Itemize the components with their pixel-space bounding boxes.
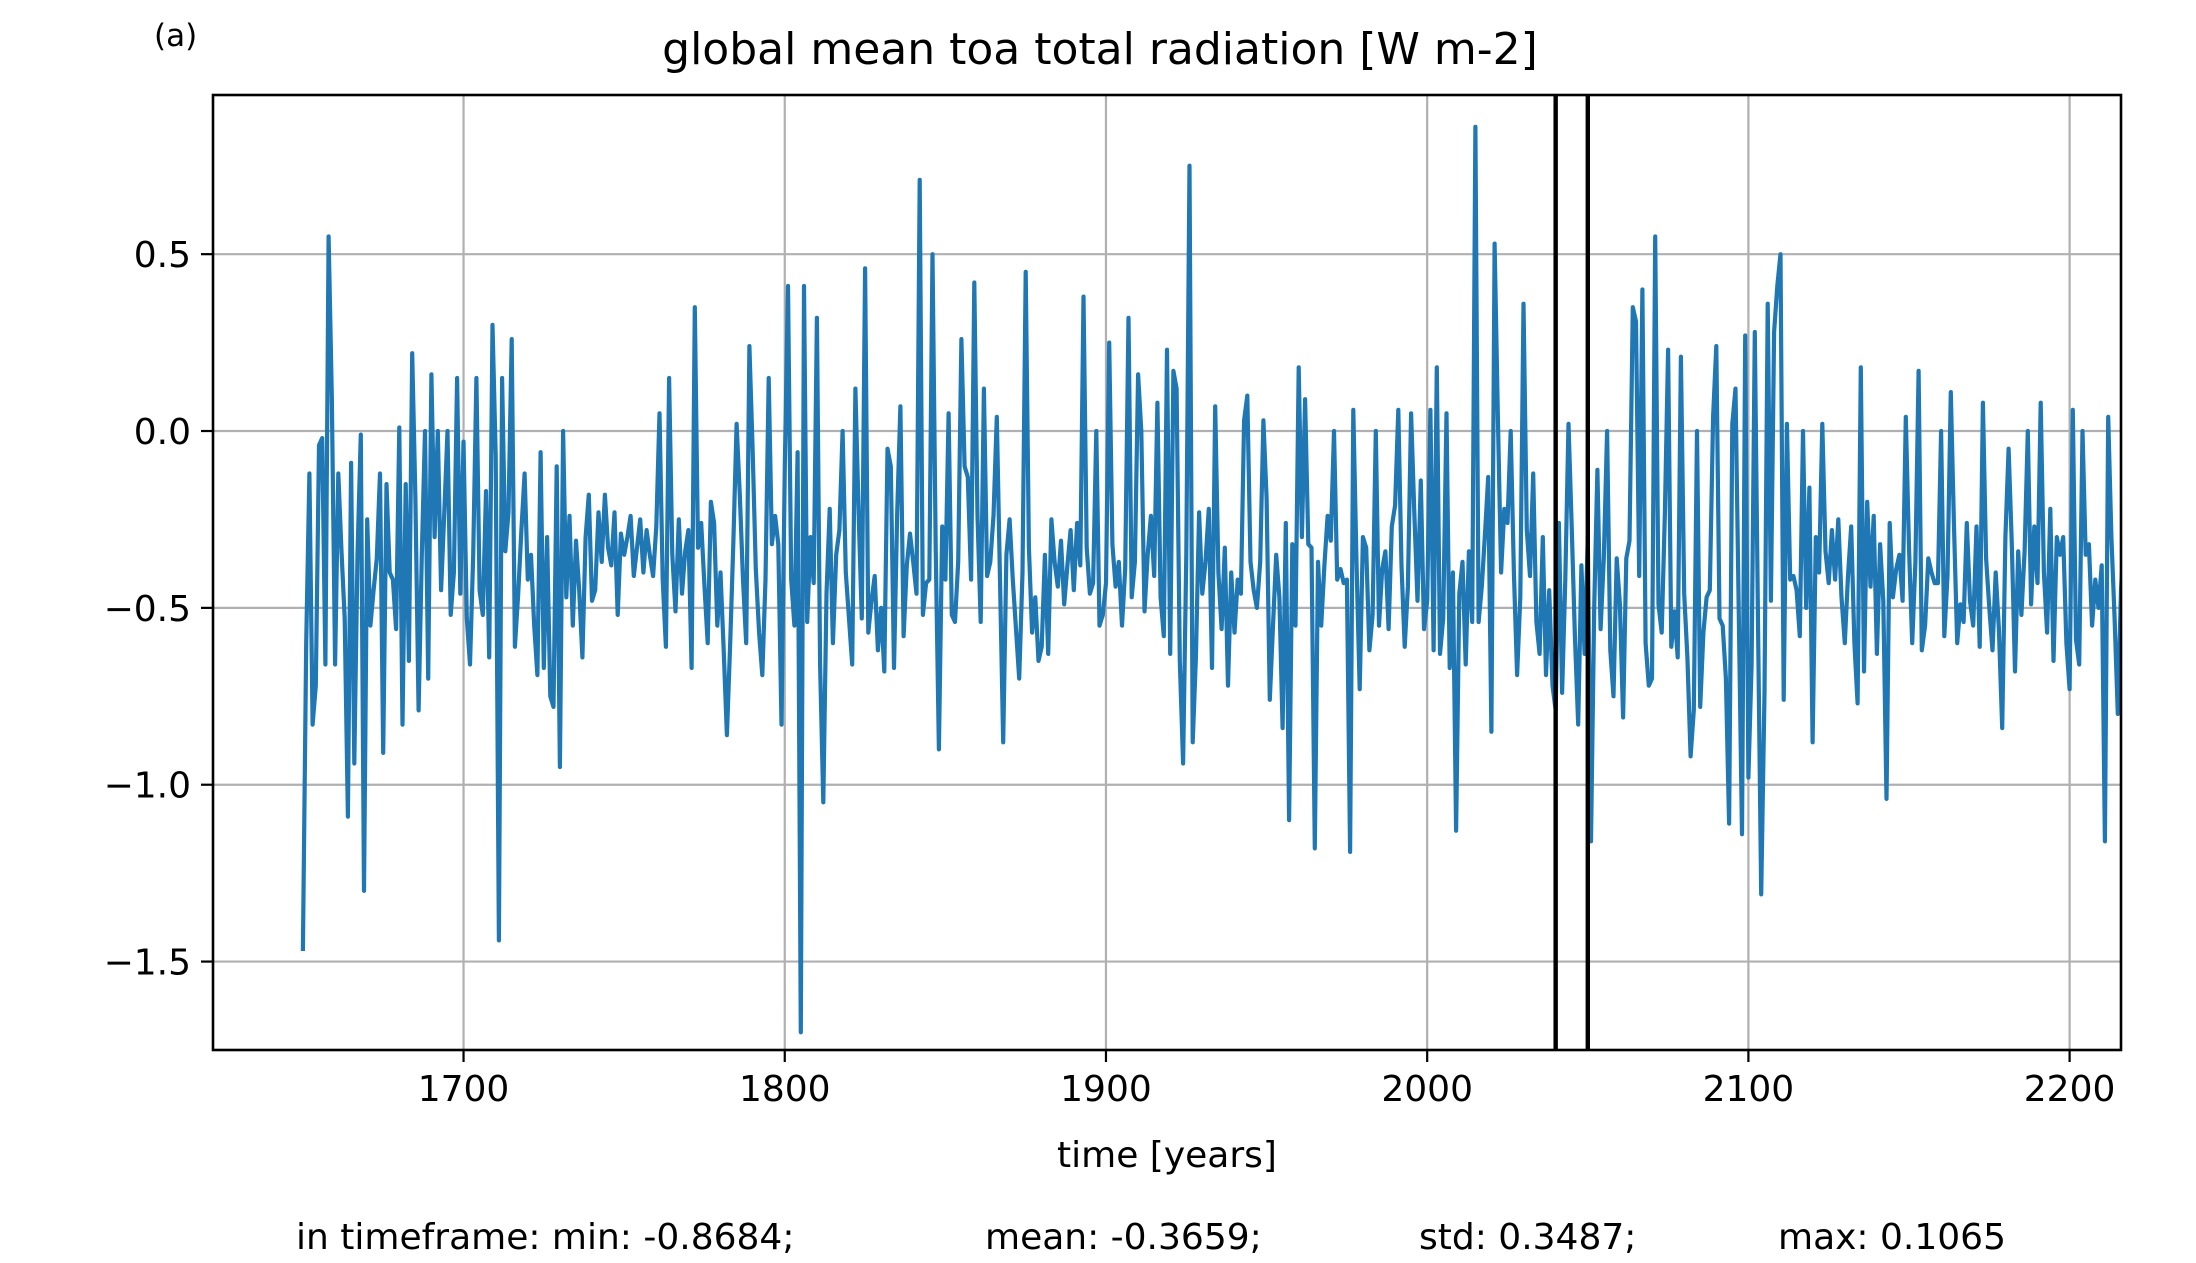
stats-mean: mean: -0.3659; [985,1217,1262,1258]
vertical-markers [1553,95,1590,1050]
plot-frame [211,93,2123,1052]
x-tick-label: 2200 [2024,1069,2116,1110]
x-axis-label: time [years] [1057,1135,1277,1176]
stats-max: max: 0.1065 [1778,1217,2006,1258]
x-tick-label: 2000 [1381,1069,1473,1110]
y-tick-label: 0.0 [134,412,191,453]
x-tick-label: 1900 [1060,1069,1152,1110]
chart-title: global mean toa total radiation [W m-2] [662,24,1538,75]
stats-std: std: 0.3487; [1419,1217,1636,1258]
x-axis-ticks: 1700 1800 1900 2000 2100 2200 [418,1050,2116,1110]
y-tick-label: 0.5 [134,235,191,276]
y-tick-label: −1.5 [104,943,191,984]
x-tick-label: 1700 [418,1069,510,1110]
y-tick-label: −1.0 [104,766,191,807]
stats-min: in timeframe: min: -0.8684; [296,1217,794,1258]
x-tick-label: 1800 [739,1069,831,1110]
y-tick-label: −0.5 [104,589,191,630]
x-tick-label: 2100 [1703,1069,1795,1110]
y-axis-ticks: 0.5 0.0 −0.5 −1.0 −1.5 [104,235,213,984]
panel-label: (a) [154,18,197,54]
series-line [300,124,2121,1035]
